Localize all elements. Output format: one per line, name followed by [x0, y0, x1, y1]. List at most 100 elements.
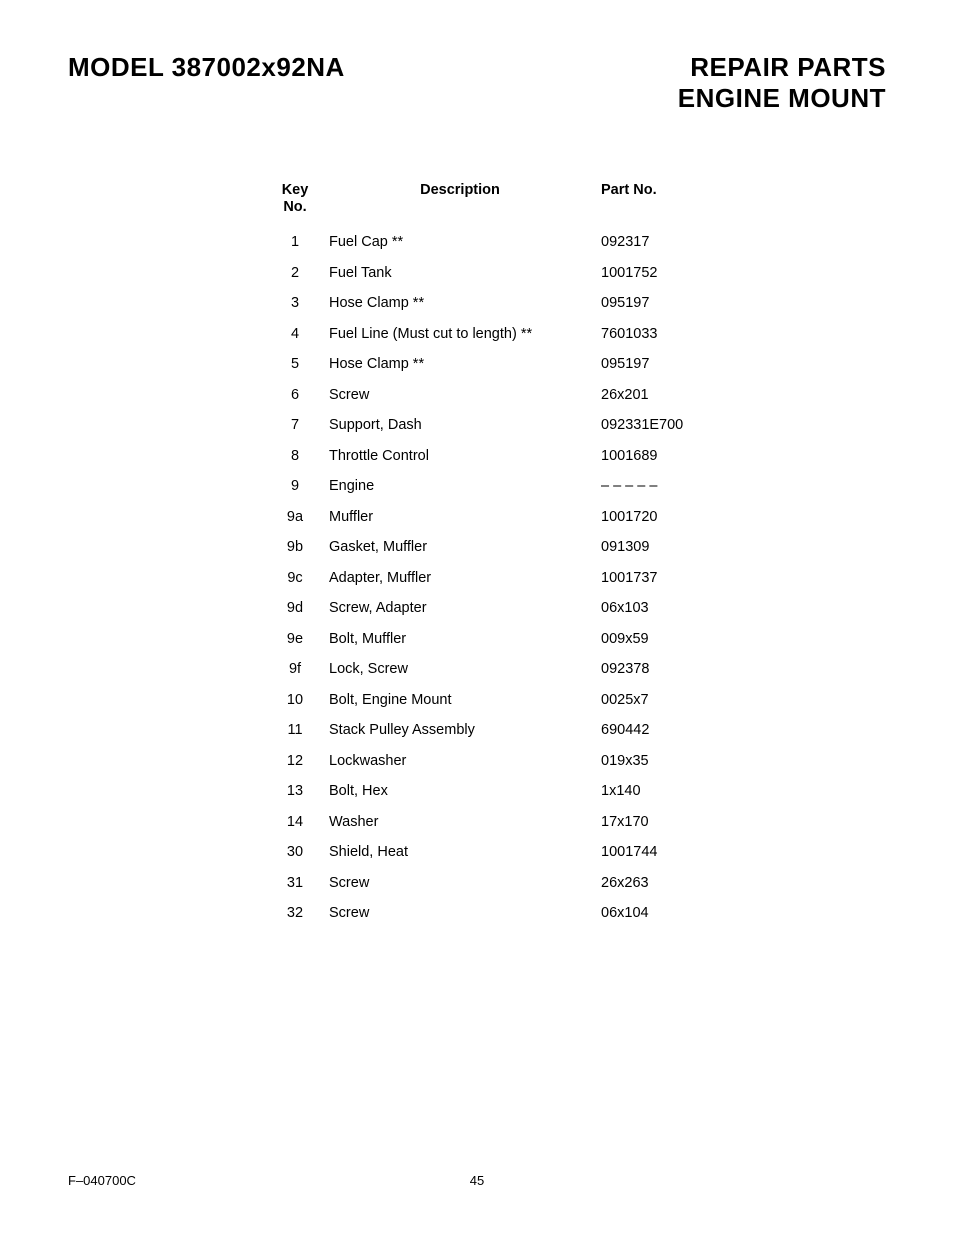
cell-part-no: 26x263 — [595, 876, 715, 891]
page-footer: F–040700C 45 — [68, 1173, 886, 1188]
cell-key-no: 10 — [265, 693, 325, 708]
title-repair-parts: REPAIR PARTS — [678, 52, 886, 83]
table-row: 9cAdapter, Muffler1001737 — [265, 563, 715, 594]
cell-description: Fuel Tank — [325, 266, 595, 281]
cell-key-no: 31 — [265, 876, 325, 891]
cell-description: Gasket, Muffler — [325, 540, 595, 555]
cell-description: Hose Clamp ** — [325, 357, 595, 372]
cell-part-no: 26x201 — [595, 388, 715, 403]
table-header-row: Key No. Description Part No. — [265, 182, 715, 215]
table-row: 9Engine– – – – – — [265, 471, 715, 502]
cell-key-no: 9a — [265, 510, 325, 525]
cell-part-no: 019x35 — [595, 754, 715, 769]
cell-key-no: 7 — [265, 418, 325, 433]
page-header: MODEL 387002x92NA REPAIR PARTS ENGINE MO… — [68, 52, 886, 114]
title-engine-mount: ENGINE MOUNT — [678, 83, 886, 114]
cell-part-no: 06x104 — [595, 906, 715, 921]
cell-key-no: 32 — [265, 906, 325, 921]
table-row: 11Stack Pulley Assembly690442 — [265, 715, 715, 746]
cell-part-no: 009x59 — [595, 632, 715, 647]
cell-key-no: 13 — [265, 784, 325, 799]
cell-key-no: 11 — [265, 723, 325, 738]
cell-part-no: 1001737 — [595, 571, 715, 586]
cell-part-no: 06x103 — [595, 601, 715, 616]
table-row: 9eBolt, Muffler009x59 — [265, 624, 715, 655]
cell-description: Support, Dash — [325, 418, 595, 433]
table-row: 32Screw06x104 — [265, 898, 715, 929]
table-row: 9aMuffler1001720 — [265, 502, 715, 533]
table-row: 14Washer17x170 — [265, 807, 715, 838]
table-row: 8Throttle Control1001689 — [265, 441, 715, 472]
cell-key-no: 6 — [265, 388, 325, 403]
cell-description: Screw — [325, 906, 595, 921]
cell-part-no: 1001744 — [595, 845, 715, 860]
cell-part-no: 0025x7 — [595, 693, 715, 708]
cell-part-no: 092378 — [595, 662, 715, 677]
cell-key-no: 9f — [265, 662, 325, 677]
table-body: 1Fuel Cap **0923172Fuel Tank10017523Hose… — [265, 227, 715, 929]
cell-description: Washer — [325, 815, 595, 830]
cell-key-no: 5 — [265, 357, 325, 372]
table-row: 9fLock, Screw092378 — [265, 654, 715, 685]
cell-key-no: 2 — [265, 266, 325, 281]
cell-description: Throttle Control — [325, 449, 595, 464]
cell-part-no: 1001689 — [595, 449, 715, 464]
cell-part-no: 095197 — [595, 296, 715, 311]
column-header-key-line2: No. — [265, 199, 325, 216]
table-row: 1Fuel Cap **092317 — [265, 227, 715, 258]
cell-key-no: 30 — [265, 845, 325, 860]
column-header-key: Key No. — [265, 182, 325, 215]
cell-key-no: 4 — [265, 327, 325, 342]
column-header-key-line1: Key — [265, 182, 325, 199]
table-row: 13Bolt, Hex1x140 — [265, 776, 715, 807]
cell-description: Muffler — [325, 510, 595, 525]
cell-description: Shield, Heat — [325, 845, 595, 860]
cell-description: Lockwasher — [325, 754, 595, 769]
table-row: 10Bolt, Engine Mount0025x7 — [265, 685, 715, 716]
cell-description: Fuel Line (Must cut to length) ** — [325, 327, 595, 342]
cell-description: Lock, Screw — [325, 662, 595, 677]
table-row: 3Hose Clamp **095197 — [265, 288, 715, 319]
cell-description: Screw, Adapter — [325, 601, 595, 616]
cell-part-no: 1001720 — [595, 510, 715, 525]
cell-description: Adapter, Muffler — [325, 571, 595, 586]
cell-part-no: 7601033 — [595, 327, 715, 342]
cell-key-no: 9 — [265, 479, 325, 494]
cell-part-no: 092331E700 — [595, 418, 715, 433]
table-row: 9dScrew, Adapter06x103 — [265, 593, 715, 624]
footer-code: F–040700C — [68, 1173, 136, 1188]
cell-key-no: 9e — [265, 632, 325, 647]
cell-part-no: 091309 — [595, 540, 715, 555]
table-row: 9bGasket, Muffler091309 — [265, 532, 715, 563]
table-row: 4Fuel Line (Must cut to length) **760103… — [265, 319, 715, 350]
cell-part-no: 092317 — [595, 235, 715, 250]
cell-description: Stack Pulley Assembly — [325, 723, 595, 738]
table-row: 6Screw26x201 — [265, 380, 715, 411]
column-header-description: Description — [325, 182, 595, 215]
page: MODEL 387002x92NA REPAIR PARTS ENGINE MO… — [0, 0, 954, 1235]
cell-part-no: 690442 — [595, 723, 715, 738]
table-row: 30Shield, Heat1001744 — [265, 837, 715, 868]
right-title-block: REPAIR PARTS ENGINE MOUNT — [678, 52, 886, 114]
cell-key-no: 9b — [265, 540, 325, 555]
table-row: 2Fuel Tank1001752 — [265, 258, 715, 289]
cell-description: Bolt, Muffler — [325, 632, 595, 647]
cell-key-no: 3 — [265, 296, 325, 311]
cell-description: Bolt, Hex — [325, 784, 595, 799]
footer-page-number: 45 — [470, 1173, 484, 1188]
parts-table: Key No. Description Part No. 1Fuel Cap *… — [265, 182, 715, 929]
cell-key-no: 12 — [265, 754, 325, 769]
cell-description: Hose Clamp ** — [325, 296, 595, 311]
column-header-partno: Part No. — [595, 182, 715, 215]
table-row: 5Hose Clamp **095197 — [265, 349, 715, 380]
cell-description: Fuel Cap ** — [325, 235, 595, 250]
cell-description: Screw — [325, 876, 595, 891]
cell-key-no: 14 — [265, 815, 325, 830]
cell-description: Screw — [325, 388, 595, 403]
table-row: 12Lockwasher019x35 — [265, 746, 715, 777]
cell-description: Engine — [325, 479, 595, 494]
cell-key-no: 9c — [265, 571, 325, 586]
table-row: 7Support, Dash092331E700 — [265, 410, 715, 441]
cell-part-no: 1001752 — [595, 266, 715, 281]
cell-part-no: – – – – – — [595, 479, 715, 494]
